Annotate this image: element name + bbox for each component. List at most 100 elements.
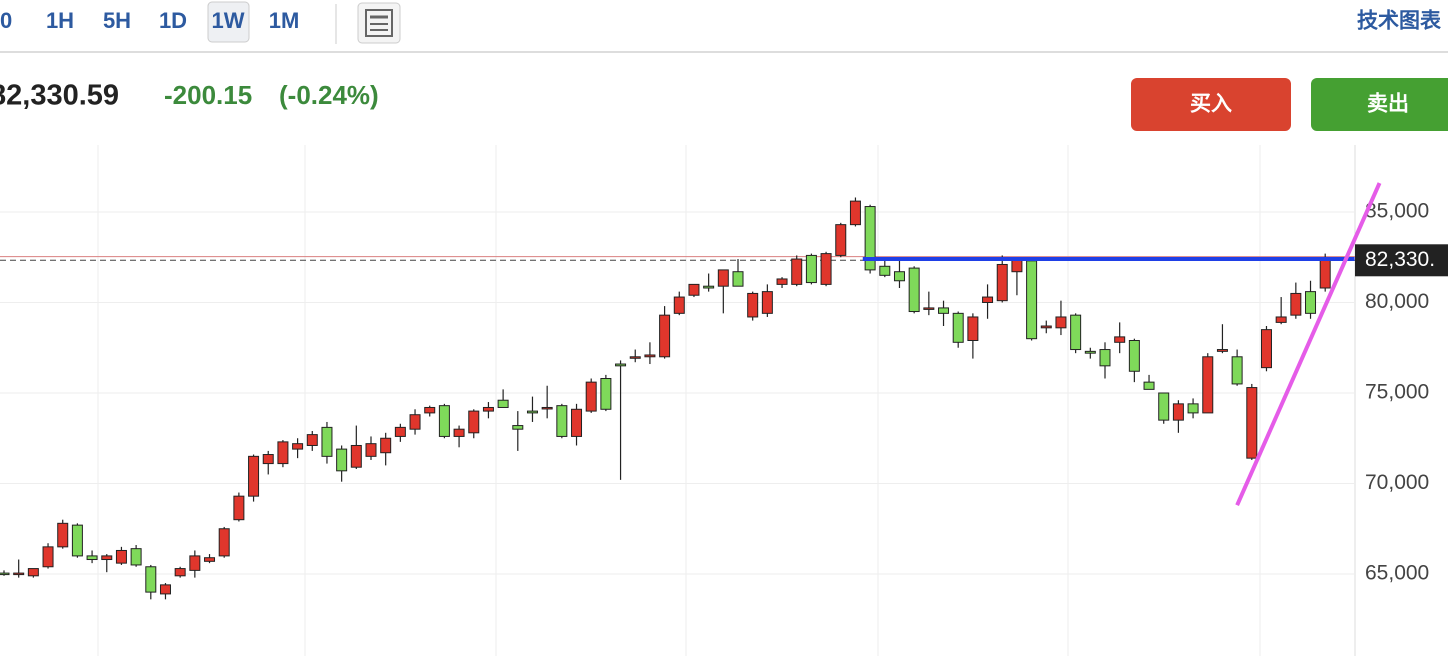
candle-body bbox=[864, 206, 876, 271]
candle-body bbox=[600, 378, 612, 410]
candle-body bbox=[174, 568, 186, 577]
candle-body bbox=[101, 555, 113, 561]
candle-body bbox=[248, 455, 260, 497]
candle-body bbox=[541, 406, 553, 410]
candle-body bbox=[556, 405, 568, 437]
candle-body bbox=[1158, 392, 1170, 421]
candle-body bbox=[306, 434, 318, 446]
candle-body bbox=[189, 555, 201, 571]
candle-body bbox=[145, 566, 157, 593]
candle-body bbox=[57, 522, 69, 548]
candle-body bbox=[277, 441, 289, 465]
candle-body bbox=[1275, 316, 1287, 323]
candle-body bbox=[1187, 403, 1199, 414]
change-percent: (-0.24%) bbox=[279, 80, 379, 110]
candle-body bbox=[233, 495, 245, 521]
y-tick-label: 80,000 bbox=[1365, 290, 1429, 313]
candle-body bbox=[996, 263, 1008, 302]
sell-button[interactable] bbox=[1311, 78, 1448, 131]
candle-body bbox=[585, 381, 597, 412]
candle-body bbox=[644, 354, 656, 358]
interval-tab[interactable]: 1W bbox=[212, 8, 245, 33]
candle-body bbox=[1128, 339, 1140, 372]
candle-body bbox=[438, 405, 450, 437]
candle-body bbox=[526, 410, 538, 414]
buy-button[interactable] bbox=[1131, 78, 1291, 131]
candle-body bbox=[908, 267, 920, 313]
layout-icon[interactable] bbox=[357, 2, 401, 44]
y-tick-label: 85,000 bbox=[1365, 200, 1429, 223]
candle-body bbox=[1070, 314, 1082, 351]
candle-body bbox=[1246, 387, 1258, 459]
candle-body bbox=[571, 408, 583, 437]
candle-body bbox=[1231, 356, 1243, 385]
interval-tab[interactable]: 1H bbox=[46, 8, 74, 33]
candle-body bbox=[1216, 349, 1228, 352]
candle-body bbox=[835, 224, 847, 256]
last-price-box bbox=[1355, 244, 1448, 277]
candle-body bbox=[615, 363, 627, 367]
candle-body bbox=[893, 271, 905, 282]
candle-body bbox=[982, 296, 994, 303]
candle-body bbox=[1260, 329, 1272, 369]
drawing-line bbox=[1235, 182, 1382, 507]
candle-body bbox=[424, 406, 436, 414]
candle-body bbox=[952, 312, 964, 343]
candle-body bbox=[350, 444, 362, 468]
candle-body bbox=[336, 448, 348, 472]
candle-body bbox=[1202, 356, 1214, 414]
candle-body bbox=[967, 316, 979, 341]
candle-body bbox=[468, 410, 480, 434]
candle-body bbox=[512, 425, 524, 430]
candle-body bbox=[1172, 403, 1184, 421]
candle-body bbox=[365, 443, 377, 457]
active-tab-bg[interactable] bbox=[207, 1, 250, 43]
candle-body bbox=[204, 557, 216, 562]
candle-body bbox=[0, 572, 10, 576]
candle-body bbox=[497, 399, 509, 408]
candle-body bbox=[1055, 316, 1067, 329]
candle-body bbox=[262, 454, 274, 465]
candle-body bbox=[394, 426, 406, 437]
candle-body bbox=[776, 278, 788, 285]
candle-body bbox=[688, 283, 700, 296]
candle-body bbox=[1143, 381, 1155, 390]
icon-box bbox=[365, 9, 393, 37]
candle-body bbox=[409, 414, 421, 430]
candle-body bbox=[938, 307, 950, 314]
technical-chart-link[interactable]: 技术图表 bbox=[1357, 10, 1442, 33]
candle-body bbox=[1026, 260, 1038, 340]
interval-tab[interactable]: 1M bbox=[269, 8, 300, 33]
price: 82,330.59 bbox=[0, 80, 119, 112]
interval-tab[interactable]: 5H bbox=[103, 8, 131, 33]
candle-body bbox=[1290, 292, 1302, 316]
candle-body bbox=[1084, 350, 1096, 354]
candle-body bbox=[292, 443, 304, 450]
last-price-label: 82,330. bbox=[1365, 248, 1435, 271]
sell-label[interactable]: 卖出 bbox=[1367, 93, 1409, 116]
candle-body bbox=[380, 437, 392, 454]
candle-body bbox=[218, 528, 230, 557]
candle-body bbox=[805, 254, 817, 284]
buy-label[interactable]: 买入 bbox=[1190, 93, 1232, 116]
candle-body bbox=[1040, 325, 1052, 329]
candle-body bbox=[747, 292, 759, 318]
candle-body bbox=[659, 314, 671, 358]
candle-body bbox=[761, 291, 773, 314]
candle-body bbox=[1319, 259, 1331, 289]
candle-body bbox=[703, 285, 715, 289]
candle-body bbox=[321, 426, 333, 457]
candle-body bbox=[923, 307, 935, 310]
candle-body bbox=[629, 356, 641, 359]
candle-body bbox=[42, 546, 54, 568]
candle-body bbox=[791, 258, 803, 285]
time-grid bbox=[97, 145, 1261, 656]
candle-body bbox=[27, 568, 39, 577]
candle-body bbox=[13, 572, 25, 576]
candle-body bbox=[130, 548, 142, 566]
candle-body bbox=[1099, 349, 1111, 367]
candle-body bbox=[820, 253, 832, 285]
interval-tab[interactable]: 30 bbox=[0, 8, 12, 33]
interval-tab[interactable]: 1D bbox=[159, 8, 187, 33]
